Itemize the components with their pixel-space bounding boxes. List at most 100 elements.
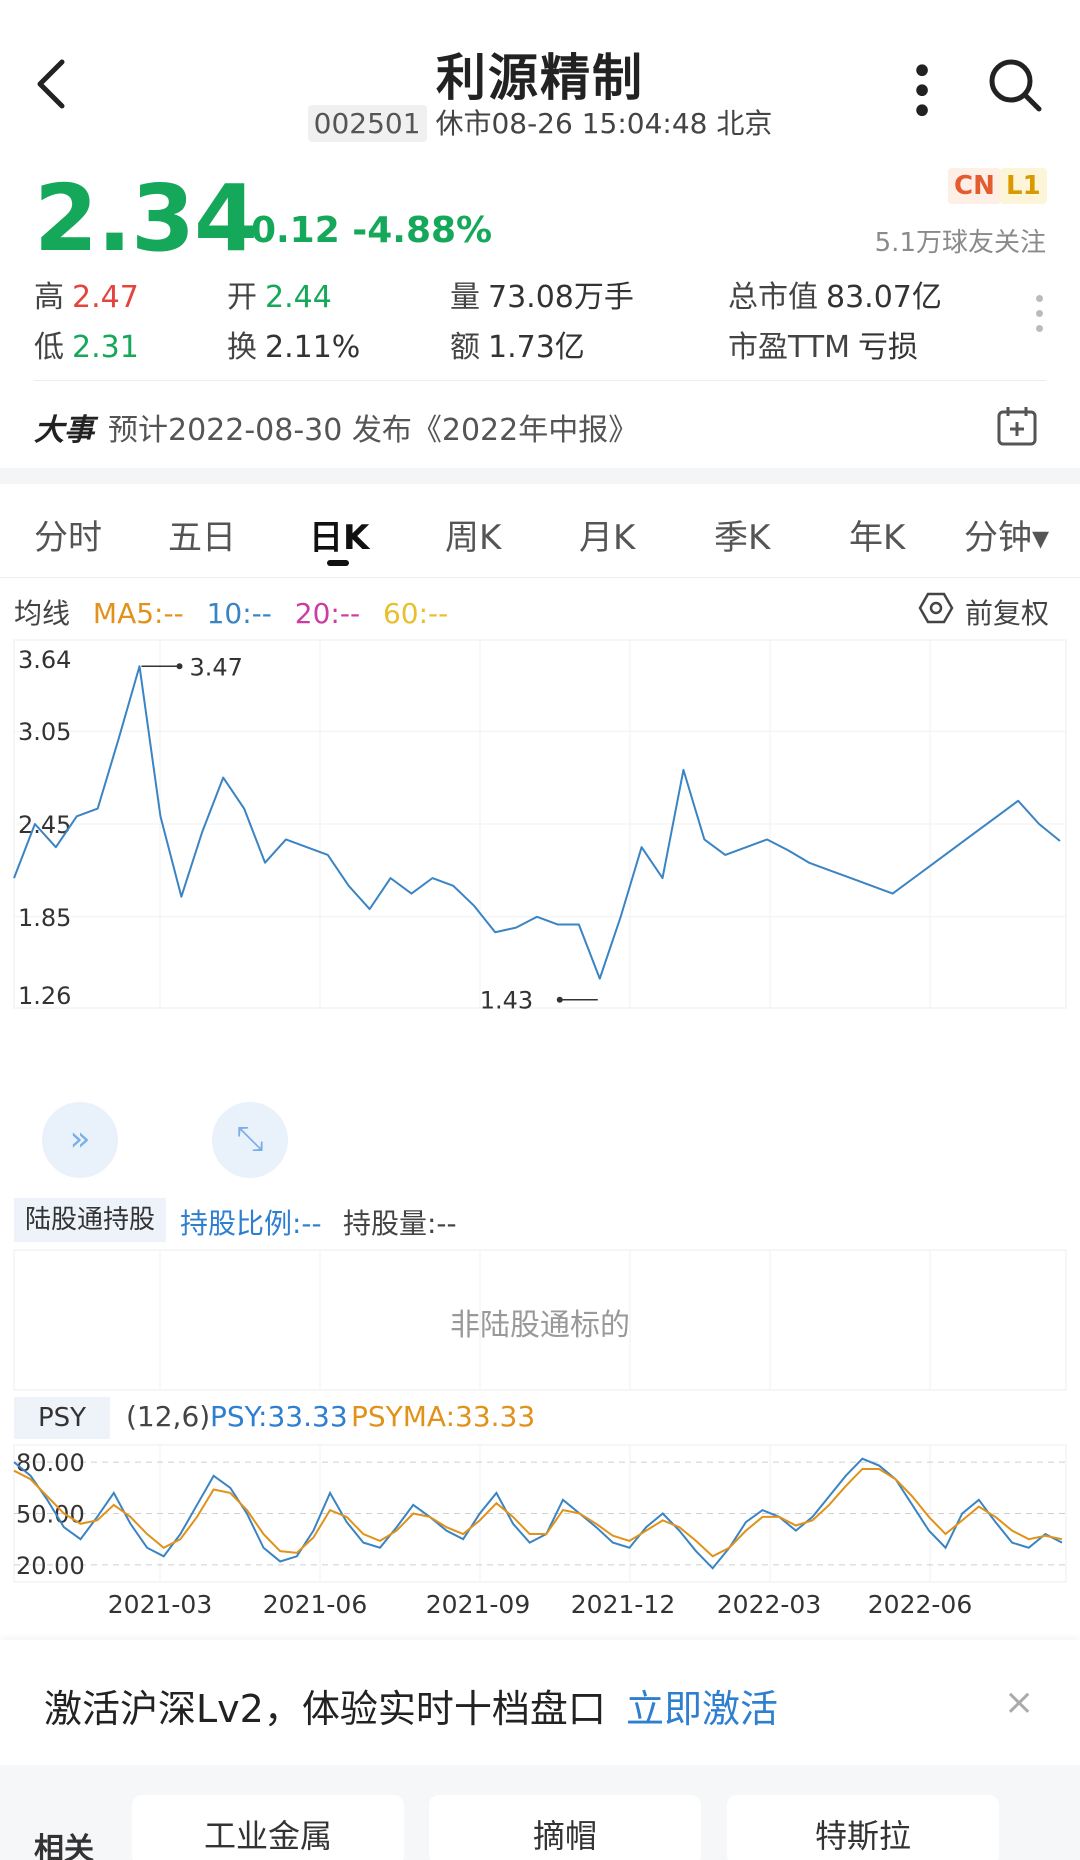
hk-frame <box>13 1249 1067 1391</box>
stat-turnover-value: 2.11% <box>265 330 361 365</box>
x-tick-label: 2021-06 <box>263 1590 367 1619</box>
followers-count[interactable]: 5.1万球友关注 <box>874 228 1046 258</box>
hk-ratio: 持股比例:-- <box>180 1207 322 1240</box>
l1-badge[interactable]: L1 <box>1000 168 1047 204</box>
calendar-add-icon[interactable] <box>995 404 1039 448</box>
price-change: -0.12 -4.88% <box>236 210 493 251</box>
event-tag: 大事 <box>34 413 94 448</box>
x-tick-label: 2022-06 <box>868 1590 972 1619</box>
tab-minute[interactable]: 分钟▾ <box>964 518 1050 558</box>
tab-daily-k[interactable]: 日K <box>309 518 370 558</box>
stat-high-value: 2.47 <box>72 280 139 315</box>
psy-line <box>13 1457 1063 1570</box>
stat-pe: 市盈TTM 亏损 <box>728 322 918 366</box>
psyma-line <box>13 1467 1063 1558</box>
activate-link[interactable]: 立即激活 <box>626 1687 779 1731</box>
stat-low: 低 2.31 <box>34 322 139 366</box>
stat-amount-label: 额 <box>450 330 480 365</box>
close-icon[interactable]: × <box>1004 1682 1035 1723</box>
expand-stats-icon[interactable] <box>1036 295 1046 345</box>
cn-badge[interactable]: CN <box>948 168 1001 204</box>
x-tick-label: 2021-12 <box>571 1590 675 1619</box>
stat-low-value: 2.31 <box>72 330 139 365</box>
chevron-double-right-icon[interactable]: » <box>42 1102 118 1178</box>
ma-label: 均线 <box>14 597 71 630</box>
ma5-value: MA5:-- <box>92 597 184 630</box>
price-series-line <box>13 665 1061 980</box>
tab-wuri[interactable]: 五日 <box>168 518 236 558</box>
event-text: 预计2022-08-30 发布《2022年中报》 <box>108 413 639 448</box>
search-icon[interactable] <box>985 55 1045 115</box>
ma60-value: 60:-- <box>382 597 449 630</box>
tab-fenshi[interactable]: 分时 <box>34 518 102 558</box>
active-tab-indicator <box>327 560 349 566</box>
related-chip-tesla[interactable]: 特斯拉 <box>727 1795 999 1860</box>
ma-legend: 均线 MA5:-- 10:-- 20:-- 60:-- <box>14 592 462 632</box>
market-status: 休市08-26 15:04:48 北京 <box>435 107 773 140</box>
psy-y-tick-label: 20.00 <box>16 1552 85 1580</box>
stat-volume-value: 73.08万手 <box>488 280 634 315</box>
divider <box>34 380 1046 381</box>
max-marker-dot <box>176 663 183 670</box>
stock-title: 利源精制 <box>436 49 644 107</box>
section-separator <box>0 468 1080 484</box>
psy-value: PSY:33.33 <box>210 1400 348 1433</box>
current-price: 2.34 <box>34 165 258 272</box>
ma20-value: 20:-- <box>294 597 361 630</box>
stat-amount-value: 1.73亿 <box>488 330 585 365</box>
tab-monthly-k[interactable]: 月K <box>579 518 636 558</box>
hk-quantity: 持股量:-- <box>343 1207 457 1240</box>
stat-high-label: 高 <box>34 280 64 315</box>
expand-icon[interactable]: ⤡ <box>212 1102 288 1178</box>
tab-weekly-k[interactable]: 周K <box>445 518 502 558</box>
stat-open-value: 2.44 <box>265 280 332 315</box>
min-price-label: 1.43 <box>480 987 533 1015</box>
max-price-label: 3.47 <box>190 653 243 681</box>
stat-volume-label: 量 <box>450 280 480 315</box>
min-marker-dot <box>556 996 563 1003</box>
event-row[interactable]: 大事 预计2022-08-30 发布《2022年中报》 <box>34 405 638 449</box>
x-tick-label: 2021-03 <box>108 1590 212 1619</box>
ma10-value: 10:-- <box>206 597 272 630</box>
stat-open: 开 2.44 <box>227 272 332 316</box>
stat-low-label: 低 <box>34 330 64 365</box>
adjust-mode[interactable]: 前复权 <box>965 597 1050 630</box>
stat-turnover-label: 换 <box>227 330 257 365</box>
promo-banner: 激活沪深Lv2，体验实时十档盘口 立即激活 × <box>0 1640 1080 1765</box>
stock-code: 002501 <box>307 105 427 142</box>
tab-quarterly-k[interactable]: 季K <box>714 518 771 558</box>
related-chip-industrial-metals[interactable]: 工业金属 <box>132 1795 404 1860</box>
period-tabs: 分时 五日 日K 周K 月K 季K 年K 分钟▾ <box>0 500 1080 576</box>
related-chip-delisting-cap[interactable]: 摘帽 <box>429 1795 701 1860</box>
psyma-value: PSYMA:33.33 <box>351 1400 536 1433</box>
x-tick-label: 2022-03 <box>717 1590 821 1619</box>
header: 利源精制 002501 休市08-26 15:04:48 北京 • • • <box>0 0 1080 150</box>
divider <box>0 577 1080 578</box>
stock-subline: 002501 休市08-26 15:04:48 北京 <box>0 102 1080 142</box>
adjust-settings-icon[interactable] <box>918 590 954 626</box>
more-icon[interactable]: • • • <box>910 49 936 135</box>
y-tick-label: 1.26 <box>18 982 71 1010</box>
stat-volume: 量 73.08万手 <box>450 272 634 316</box>
y-tick-label: 3.05 <box>18 718 71 746</box>
stat-turnover: 换 2.11% <box>227 322 360 366</box>
y-tick-label: 3.64 <box>18 646 71 674</box>
stat-mcap-label: 总市值 <box>728 280 818 315</box>
price-chart[interactable]: 3.643.052.451.851.263.471.4380.0050.0020… <box>0 630 1080 1640</box>
y-tick-label: 1.85 <box>18 904 71 932</box>
stat-open-label: 开 <box>227 280 257 315</box>
related-label: 相关 <box>34 1832 94 1860</box>
x-tick-label: 2021-09 <box>426 1590 530 1619</box>
hk-connect-tag[interactable]: 陆股通持股 <box>14 1198 166 1242</box>
back-arrow-icon[interactable] <box>28 52 76 116</box>
stat-mcap-value: 83.07亿 <box>826 280 942 315</box>
stat-high: 高 2.47 <box>34 272 139 316</box>
promo-text: 激活沪深Lv2，体验实时十档盘口 <box>44 1687 606 1731</box>
stat-pe-value: 亏损 <box>858 330 919 365</box>
tab-yearly-k[interactable]: 年K <box>849 518 906 558</box>
psy-tag[interactable]: PSY <box>14 1397 110 1439</box>
stat-pe-label: 市盈TTM <box>728 330 851 365</box>
hk-empty-note: 非陆股通标的 <box>450 1308 630 1343</box>
stat-market-cap: 总市值 83.07亿 <box>728 272 942 316</box>
psy-params: (12,6) <box>126 1400 211 1433</box>
